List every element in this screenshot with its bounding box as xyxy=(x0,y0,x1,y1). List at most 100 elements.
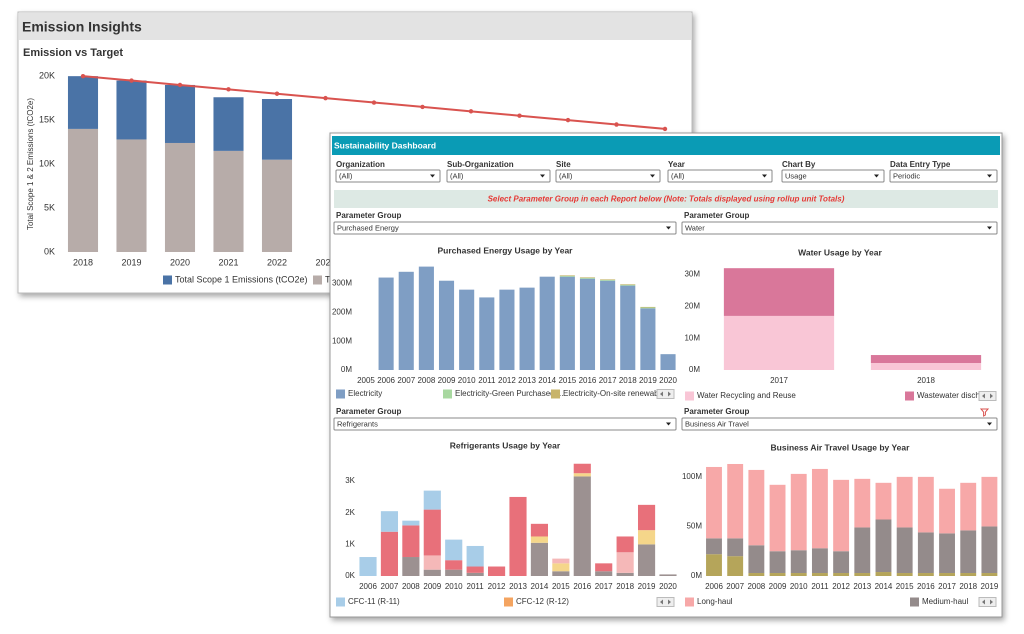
dropdown[interactable] xyxy=(681,417,998,431)
bar-segment xyxy=(600,280,616,370)
target-point xyxy=(129,78,134,83)
bar-segment xyxy=(595,571,613,576)
bar-segment xyxy=(616,552,634,573)
bar-segment xyxy=(616,536,634,553)
filter-icon[interactable] xyxy=(979,408,990,417)
bar-segment xyxy=(706,466,722,539)
target-point xyxy=(274,91,280,96)
chart-title: Water Usage by Year xyxy=(798,247,882,257)
legend-pager[interactable] xyxy=(978,391,997,401)
x-tick-label: 2011 xyxy=(478,376,496,385)
dropdown-arrow xyxy=(762,174,767,178)
x-tick-label: 2019 xyxy=(638,582,656,591)
dropdown-value: Periodic xyxy=(893,171,920,180)
parameter-label: Parameter Group xyxy=(684,407,749,416)
bar-segment xyxy=(509,496,527,576)
bar-segment xyxy=(637,544,656,576)
dropdown-arrow xyxy=(430,174,435,178)
bar-segment xyxy=(213,97,244,151)
x-tick-label: 2005 xyxy=(357,376,375,385)
bar-segment xyxy=(981,526,998,574)
dropdown[interactable] xyxy=(889,169,998,183)
legend-swatch xyxy=(163,275,172,285)
bar-segment xyxy=(579,278,596,370)
x-tick-label: 2013 xyxy=(509,582,527,591)
filter-label: Data Entry Type xyxy=(890,160,951,169)
bar-segment xyxy=(660,354,676,370)
x-tick-label: 2006 xyxy=(377,376,395,385)
x-tick-label: 2006 xyxy=(705,582,723,591)
bar-segment xyxy=(67,76,99,129)
bar-segment xyxy=(380,531,399,576)
dropdown-value: Business Air Travel xyxy=(685,419,749,428)
bar-segment xyxy=(261,159,293,252)
bar-segment xyxy=(748,469,765,546)
y-tick-label: 100M xyxy=(332,336,352,345)
x-tick-label: 2012 xyxy=(488,582,506,591)
dropdown[interactable] xyxy=(667,169,773,183)
dashboard-content: Organization (All) Sub-Organization (All) Si… xyxy=(332,160,999,607)
dropdown[interactable] xyxy=(681,221,998,235)
x-tick-label: 2007 xyxy=(381,582,399,591)
bar-segment xyxy=(637,504,656,531)
bar-segment xyxy=(164,142,196,252)
y-tick-label: 20K xyxy=(39,71,55,81)
bar-segment xyxy=(640,306,656,308)
y-tick-label: 10M xyxy=(684,333,700,342)
legend-pager[interactable] xyxy=(978,597,997,607)
dropdown-value: (All) xyxy=(450,171,464,180)
bar-segment xyxy=(466,545,484,567)
bar-segment xyxy=(939,573,955,576)
dropdown[interactable] xyxy=(446,169,551,183)
dropdown[interactable] xyxy=(781,169,885,183)
bar-segment xyxy=(917,573,934,576)
bar-segment xyxy=(960,530,977,574)
bar-segment xyxy=(727,538,744,557)
dropdown-arrow xyxy=(666,422,671,426)
target-point xyxy=(517,113,522,118)
bar-segment xyxy=(573,476,591,576)
dropdown[interactable] xyxy=(333,417,677,431)
chart-title: Emission vs Target xyxy=(23,47,123,59)
dropdown-value: Usage xyxy=(785,171,807,180)
x-tick-label: 2012 xyxy=(832,582,850,591)
dropdown-value: Purchased Energy xyxy=(337,223,399,232)
bar-segment xyxy=(423,569,441,576)
x-tick-label: 2020 xyxy=(659,582,677,591)
dropdown[interactable] xyxy=(335,169,441,183)
legend-pager[interactable] xyxy=(656,597,675,607)
bar-segment xyxy=(790,573,807,576)
bar-segment xyxy=(896,527,913,574)
bar-segment xyxy=(620,285,636,370)
bar-segment xyxy=(854,527,871,574)
y-tick-label: 0K xyxy=(44,246,55,256)
legend-pager[interactable] xyxy=(656,389,675,399)
back-header xyxy=(19,13,691,40)
x-tick-label: 2011 xyxy=(467,582,485,591)
legend-swatch xyxy=(443,389,452,399)
dashboard-title: Sustainability Dashboard xyxy=(334,140,436,150)
x-tick-label: 2013 xyxy=(853,582,871,591)
x-tick-label: 2017 xyxy=(595,582,613,591)
target-point xyxy=(323,95,328,101)
bar-segment xyxy=(359,557,377,576)
back-header-title: Emission Insights xyxy=(22,19,142,35)
bar-segment xyxy=(600,279,616,280)
dropdown[interactable] xyxy=(555,169,661,183)
dropdown[interactable] xyxy=(333,221,677,235)
filter-label: Chart By xyxy=(782,160,816,169)
bar-segment xyxy=(418,266,434,370)
x-tick-label: 2008 xyxy=(402,582,420,591)
bar-segment xyxy=(479,297,495,370)
bar-segment xyxy=(790,550,807,574)
dashboard-title-bar xyxy=(332,136,1000,155)
y-tick-label: 0K xyxy=(345,571,355,580)
y-tick-label: 2K xyxy=(345,508,355,517)
legend-label: Electricity-Green Purchased ... xyxy=(455,389,563,398)
x-tick-label: 2018 xyxy=(959,582,977,591)
bar-segment xyxy=(870,363,982,370)
bar-segment xyxy=(552,563,570,572)
x-tick-label: 2016 xyxy=(917,582,935,591)
dropdown-arrow xyxy=(666,226,671,230)
x-tick-label: 2022 xyxy=(267,257,287,267)
